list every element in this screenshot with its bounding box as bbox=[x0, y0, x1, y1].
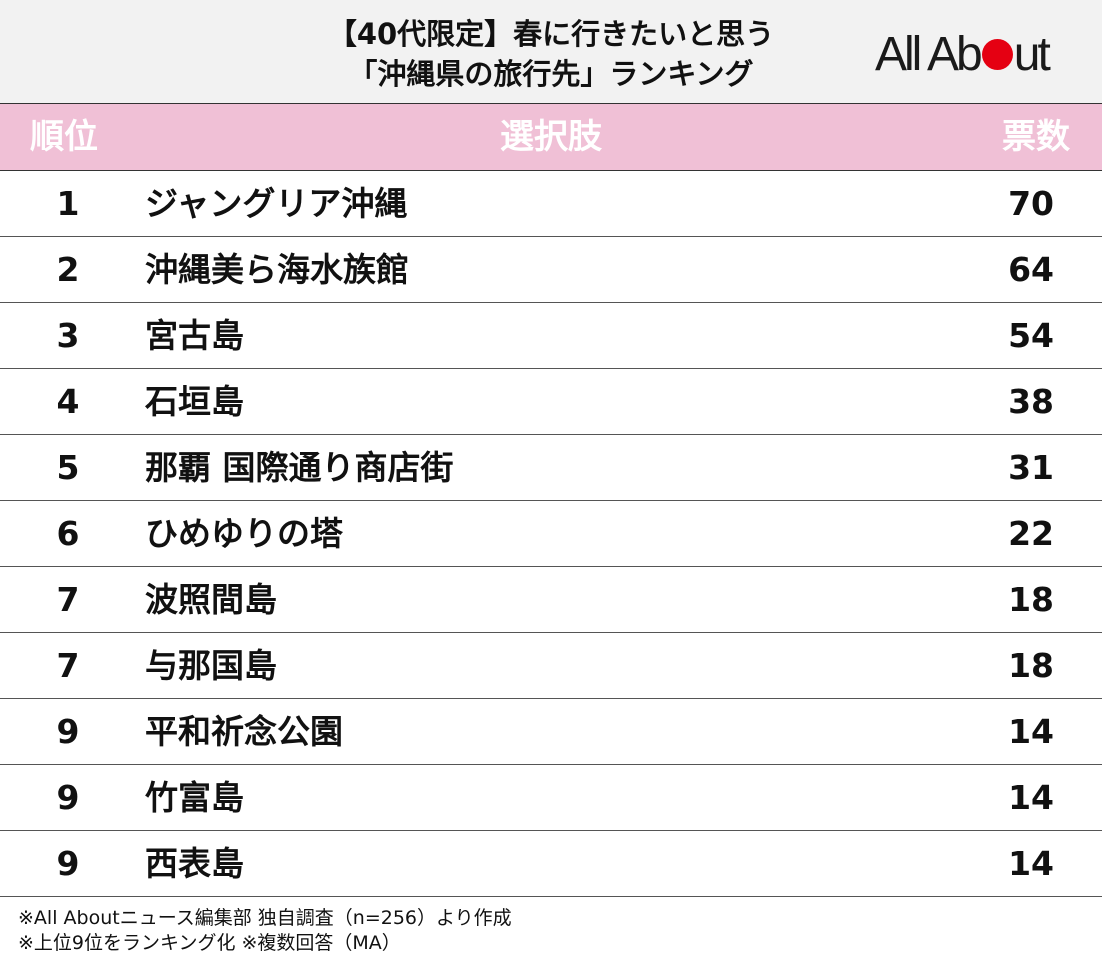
choice-cell: 西表島 bbox=[145, 844, 244, 883]
choice-cell: 石垣島 bbox=[145, 382, 244, 421]
rank-cell: 6 bbox=[56, 514, 80, 553]
table-row: 1 ジャングリア沖縄 70 bbox=[0, 171, 1102, 237]
choice-cell: 沖縄美ら海水族館 bbox=[145, 250, 409, 289]
votes-cell: 18 bbox=[1008, 646, 1054, 685]
table-row: 7 与那国島 18 bbox=[0, 633, 1102, 699]
logo-red-dot-icon bbox=[981, 39, 1013, 70]
rank-cell: 2 bbox=[56, 250, 80, 289]
table-row: 3 宮古島 54 bbox=[0, 303, 1102, 369]
choice-cell: 宮古島 bbox=[145, 316, 244, 355]
rank-cell: 4 bbox=[56, 382, 80, 421]
rank-cell: 7 bbox=[56, 646, 80, 685]
table-header: 順位 選択肢 票数 bbox=[0, 104, 1102, 171]
ranking-table-body: 1 ジャングリア沖縄 70 2 沖縄美ら海水族館 64 3 宮古島 54 4 石垣島 38 5 那覇 国際… bbox=[0, 171, 1102, 897]
votes-cell: 70 bbox=[1008, 184, 1054, 223]
votes-cell: 22 bbox=[1008, 514, 1054, 553]
title-line-2: 「沖縄県の旅行先」ランキング bbox=[348, 57, 754, 91]
votes-cell: 64 bbox=[1008, 250, 1054, 289]
title-line-1: 【40代限定】春に行きたいと思う bbox=[327, 17, 775, 51]
column-header-rank: 順位 bbox=[30, 117, 98, 157]
choice-cell: 那覇 国際通り商店街 bbox=[145, 448, 454, 487]
column-header-votes: 票数 bbox=[1002, 117, 1070, 157]
table-row: 9 平和祈念公園 14 bbox=[0, 699, 1102, 765]
rank-cell: 7 bbox=[56, 580, 80, 619]
footer-note-source: ※All Aboutニュース編集部 独自調査（n=256）より作成 bbox=[18, 907, 512, 929]
footer-note-method: ※上位9位をランキング化 ※複数回答（MA） bbox=[18, 932, 401, 954]
choice-cell: 与那国島 bbox=[145, 646, 277, 685]
table-row: 9 竹富島 14 bbox=[0, 765, 1102, 831]
rank-cell: 5 bbox=[56, 448, 80, 487]
table-row: 5 那覇 国際通り商店街 31 bbox=[0, 435, 1102, 501]
votes-cell: 14 bbox=[1008, 844, 1054, 883]
table-row: 7 波照間島 18 bbox=[0, 567, 1102, 633]
chart-title: 【40代限定】春に行きたいと思う 「沖縄県の旅行先」ランキング bbox=[0, 14, 1102, 94]
choice-cell: ジャングリア沖縄 bbox=[145, 184, 408, 223]
rank-cell: 9 bbox=[56, 712, 80, 751]
table-row: 6 ひめゆりの塔 22 bbox=[0, 501, 1102, 567]
choice-cell: 平和祈念公園 bbox=[145, 712, 343, 751]
all-about-logo: All Ab ut bbox=[875, 28, 1051, 81]
votes-cell: 38 bbox=[1008, 382, 1054, 421]
choice-cell: 波照間島 bbox=[145, 580, 277, 619]
rank-cell: 3 bbox=[56, 316, 80, 355]
votes-cell: 14 bbox=[1008, 778, 1054, 817]
footer-notes: ※All Aboutニュース編集部 独自調査（n=256）より作成 ※上位9位を… bbox=[18, 906, 512, 956]
table-row: 4 石垣島 38 bbox=[0, 369, 1102, 435]
choice-cell: 竹富島 bbox=[145, 778, 244, 817]
votes-cell: 31 bbox=[1008, 448, 1054, 487]
votes-cell: 54 bbox=[1008, 316, 1054, 355]
votes-cell: 14 bbox=[1008, 712, 1054, 751]
rank-cell: 1 bbox=[56, 184, 80, 223]
chart-header: 【40代限定】春に行きたいと思う 「沖縄県の旅行先」ランキング All Ab ut bbox=[0, 0, 1102, 104]
votes-cell: 18 bbox=[1008, 580, 1054, 619]
rank-cell: 9 bbox=[56, 844, 80, 883]
rank-cell: 9 bbox=[56, 778, 80, 817]
column-header-choice: 選択肢 bbox=[500, 117, 602, 157]
choice-cell: ひめゆりの塔 bbox=[145, 514, 343, 553]
table-row: 2 沖縄美ら海水族館 64 bbox=[0, 237, 1102, 303]
table-row: 9 西表島 14 bbox=[0, 831, 1102, 897]
